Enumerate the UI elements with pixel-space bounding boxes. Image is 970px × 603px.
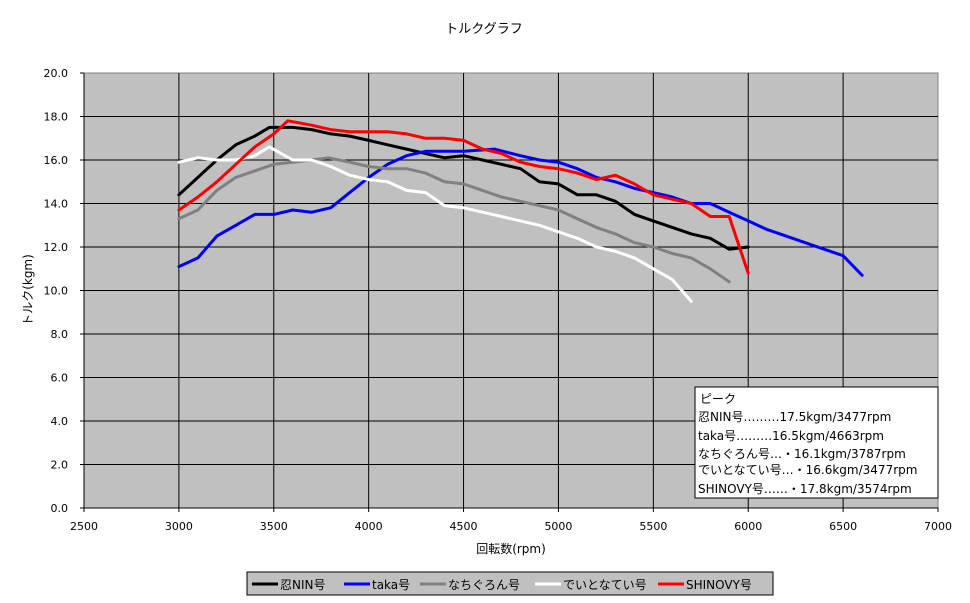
x-tick-label: 3500 [260,520,288,533]
peak-annotation-title: ピーク [700,392,736,406]
series-line [177,125,750,251]
x-tick-label: 3000 [165,520,193,533]
legend-label: 忍NIN号 [280,578,326,592]
legend-label: taka号 [372,578,410,592]
y-tick-label: 8.0 [51,328,69,341]
series-line [177,145,693,303]
y-axis-label: トルク(kgm) [21,254,35,326]
y-tick-label: 12.0 [44,241,69,254]
x-axis-label: 回転数(rpm) [476,541,546,556]
x-tick-label: 5000 [544,520,572,533]
x-tick-label: 7000 [924,520,952,533]
x-tick-label: 2500 [70,520,98,533]
legend-label: でいとなてい号 [563,578,647,592]
y-tick-label: 20.0 [44,67,69,80]
legend-label: なちぐろん号 [448,578,520,592]
x-tick-label: 4000 [355,520,383,533]
peak-annotation-line: SHINOVY号……・17.8kgm/3574rpm [698,482,912,496]
y-axis-ticks: 0.0 2.0 4.0 6.0 8.0 10.0 12.0 14.0 16.0 18.0 20.0 [44,67,84,515]
chart-title: トルクグラフ [445,22,522,37]
y-tick-label: 10.0 [44,285,69,298]
series-layer [177,119,864,303]
y-tick-label: 18.0 [44,111,69,124]
series-line [177,156,731,284]
peak-annotation-line: なちぐろん号…・16.1kgm/3787rpm [698,447,906,461]
x-tick-label: 6000 [734,520,762,533]
series-line [177,147,864,277]
series-line [177,119,750,275]
x-tick-label: 6500 [829,520,857,533]
x-axis-ticks: 2500 3000 3500 4000 4500 5000 5500 6000 6500 7000 [70,508,952,533]
x-tick-label: 5500 [639,520,667,533]
peak-annotation-line: 忍NIN号………17.5kgm/3477rpm [698,410,891,424]
y-tick-label: 16.0 [44,154,69,167]
y-tick-label: 4.0 [51,415,69,428]
legend-label: SHINOVY号 [686,578,752,592]
x-tick-label: 4500 [450,520,478,533]
y-tick-label: 2.0 [51,459,69,472]
legend: 忍NIN号 taka号 なちぐろん号 でいとなてい号 SHINOVY号 [246,571,774,596]
y-tick-label: 6.0 [51,372,69,385]
y-tick-label: 0.0 [51,502,69,515]
peak-annotation-box: ピーク 忍NIN号………17.5kgm/3477rpm taka号………16.5… [694,386,939,499]
y-tick-label: 14.0 [44,198,69,211]
peak-annotation-line: taka号………16.5kgm/4663rpm [698,429,884,443]
peak-annotation-line: でいとなてい号…・16.6kgm/3477rpm [698,463,917,477]
